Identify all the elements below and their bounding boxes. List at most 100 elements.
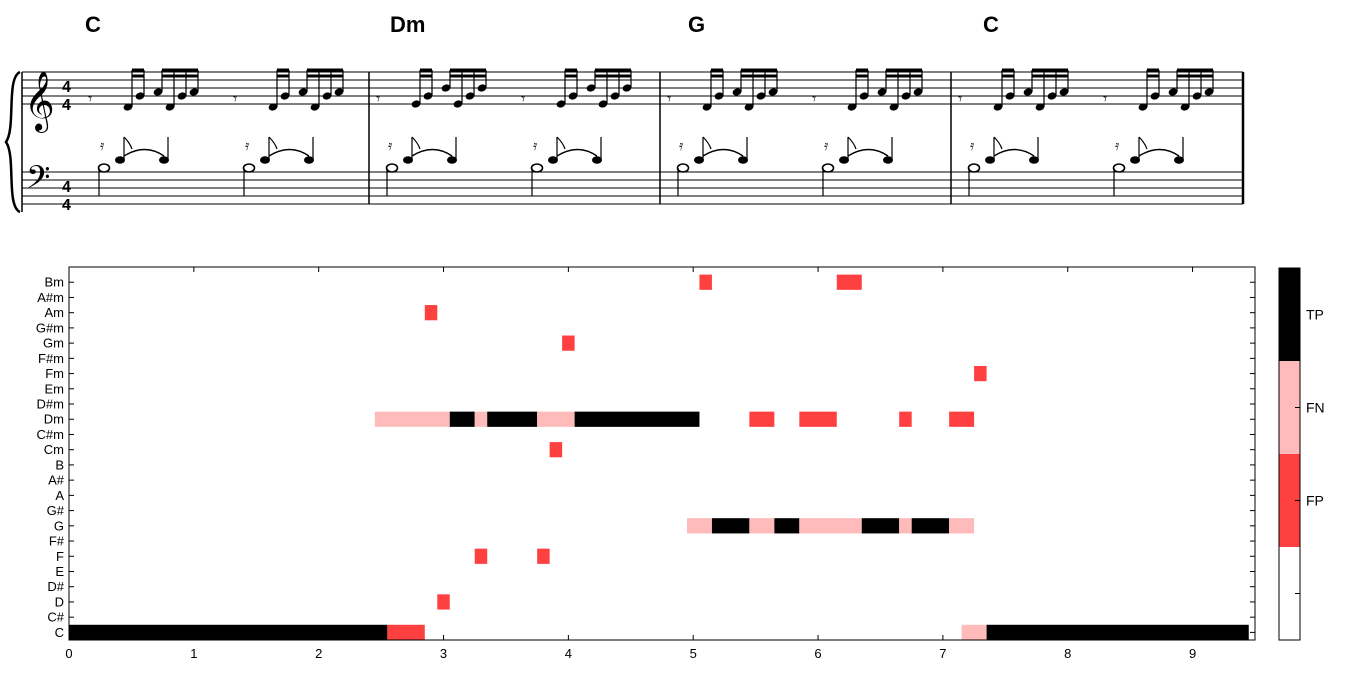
heatmap-cell-fp [424, 305, 438, 321]
colorbar-label-tp: TP [1306, 307, 1324, 323]
note-head [877, 88, 887, 96]
heatmap-cell-fn [961, 624, 987, 640]
time-signature-treble: 4 4 [62, 79, 71, 114]
heatmap-cell-tp [487, 411, 538, 427]
note-head [268, 103, 278, 111]
chord-label-1: C [85, 12, 101, 37]
note-head [177, 92, 187, 100]
y-tick-label: D [55, 594, 64, 609]
note-head [115, 156, 125, 164]
heatmap-cell-fp [537, 548, 550, 564]
chord-label-2: Dm [390, 12, 425, 37]
x-tick-label: 2 [315, 646, 322, 661]
y-tick-label: Fm [45, 366, 64, 381]
note-head [441, 84, 451, 92]
note-head [453, 100, 463, 108]
half-note-head [242, 163, 256, 173]
sixteenth-rest-icon: 𝄿 [1115, 138, 1120, 154]
half-note-head [967, 163, 981, 173]
note-flag [847, 136, 857, 150]
y-tick-label: F#m [38, 351, 64, 366]
x-axis: 0 1 2 3 4 5 6 7 8 9 [65, 267, 1196, 661]
note-head [1130, 156, 1140, 164]
sixteenth-rest-icon: 𝄿 [970, 138, 975, 154]
y-tick-label: E [55, 564, 64, 579]
y-tick-label: C# [47, 610, 64, 625]
heatmap-cell-fp [974, 365, 987, 382]
note-head [123, 103, 133, 111]
note-head [913, 88, 923, 96]
half-note-head [1112, 163, 1126, 173]
heatmap-cell-fp [749, 411, 775, 427]
y-axis: CC#DD#EFF#GG#AA#BCmC#mDmD#mEmFmF#mGmG#mA… [36, 275, 1255, 640]
note-head [1023, 88, 1033, 96]
heatmap-cell-fp [799, 411, 837, 427]
note-head [556, 100, 566, 108]
x-tick-label: 9 [1189, 646, 1196, 661]
heatmap-cell-fn [949, 518, 975, 534]
heatmap-cell-fn [374, 411, 450, 427]
note-head [732, 88, 742, 96]
heatmap-cell-fn [899, 518, 912, 534]
note-head [1150, 92, 1160, 100]
heatmap-cell-fp [549, 442, 563, 458]
heatmap-cell-tp [574, 411, 700, 427]
sixteenth-rest-icon: 𝄿 [245, 138, 250, 154]
y-tick-label: C#m [37, 427, 64, 442]
note-head [859, 92, 869, 100]
note-head [1138, 103, 1148, 111]
note-head [304, 156, 314, 164]
note-flag [556, 136, 566, 150]
colorbar-label-fp: FP [1306, 493, 1324, 509]
colorbar-swatch-tp [1279, 268, 1300, 361]
sixteenth-rest-icon: 𝄿 [388, 138, 393, 154]
y-tick-label: C [55, 625, 64, 640]
note-head [423, 92, 433, 100]
heatmap-cell-tp [986, 624, 1249, 640]
sixteenth-rest-icon: 𝄿 [100, 138, 105, 154]
note-head [1059, 88, 1069, 96]
y-tick-label: Dm [44, 412, 64, 427]
note-head [548, 156, 558, 164]
note-head [447, 156, 457, 164]
heatmap-cell-tp [774, 518, 800, 534]
tie [847, 148, 889, 157]
y-tick-label: D#m [37, 397, 64, 412]
x-tick-label: 6 [814, 646, 821, 661]
note-head [889, 103, 899, 111]
time-signature-numerator: 4 [62, 179, 71, 196]
note-head [744, 103, 754, 111]
note-head [598, 100, 608, 108]
staves [22, 71, 1245, 205]
time-signature-denominator: 4 [62, 197, 71, 214]
note-head [622, 84, 632, 92]
note-flag [1138, 136, 1148, 150]
brace-icon [4, 70, 21, 214]
note-flag [993, 136, 1003, 150]
note-head [610, 92, 620, 100]
music-score: C Dm G C 𝄞 𝄢 4 4 4 4 𝄾 𝄾 𝄿 𝄿 𝄾 𝄾 𝄿 𝄿 𝄾 𝄾 𝄿 𝄿 𝄾 𝄾 𝄿 𝄿 [4, 12, 1245, 214]
chord-heatmap-chart: CC#DD#EFF#GG#AA#BCmC#mDmD#mEmFmF#mGmG#mA… [36, 266, 1325, 661]
note-head [465, 92, 475, 100]
note-head [1168, 88, 1178, 96]
plot-background [69, 267, 1255, 640]
y-tick-label: B [55, 457, 64, 472]
half-note-head [530, 163, 544, 173]
eighth-rest-icon: 𝄾 [521, 89, 525, 108]
note-flag [123, 136, 133, 150]
eighth-rest-icon: 𝄾 [233, 89, 237, 108]
x-tick-label: 7 [939, 646, 946, 661]
note-head [993, 103, 1003, 111]
heatmap-cell-fp [562, 335, 575, 351]
note-head [768, 88, 778, 96]
note-head [847, 103, 857, 111]
x-tick-label: 0 [65, 646, 72, 661]
note-head [411, 100, 421, 108]
y-tick-label: Gm [43, 336, 64, 351]
note-head [310, 103, 320, 111]
note-head [1029, 156, 1039, 164]
tie [123, 148, 165, 157]
colorbar-swatch-fp [1279, 454, 1300, 547]
colorbar-swatch-tn [1279, 547, 1300, 640]
note-head [280, 92, 290, 100]
